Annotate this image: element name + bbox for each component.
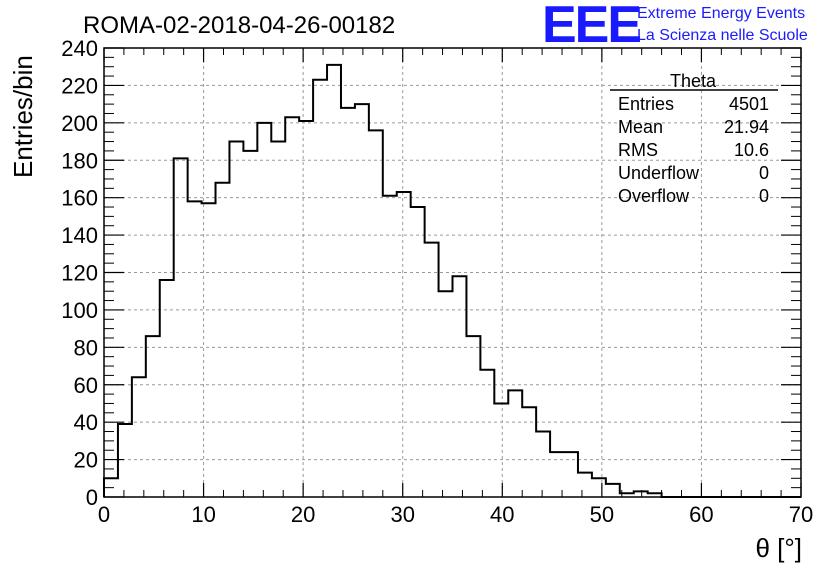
stats-value: 21.94 [724, 117, 769, 137]
x-tick-label: 10 [191, 502, 215, 527]
y-tick-label: 120 [61, 261, 98, 286]
y-tick-label: 80 [74, 335, 98, 360]
y-axis-title: Entries/bin [8, 55, 38, 178]
eee-logo: EEE [542, 0, 640, 54]
stats-value: 4501 [729, 94, 769, 114]
y-tick-label: 180 [61, 148, 98, 173]
x-tick-label: 70 [789, 502, 813, 527]
logo-line-2: La Scienza nelle Scuole [637, 27, 808, 44]
stats-value: 0 [759, 163, 769, 183]
stats-label: Underflow [618, 163, 700, 183]
y-tick-label: 140 [61, 223, 98, 248]
stats-value: 0 [759, 186, 769, 206]
y-tick-label: 240 [61, 36, 98, 61]
stats-box-title: Theta [670, 71, 717, 91]
logo-line-1: Extreme Energy Events [637, 5, 805, 22]
plot-frame [103, 47, 802, 498]
stats-box: Theta Entries 4501 Mean 21.94 RMS 10.6 Underfl… [610, 71, 778, 206]
y-tick-label: 200 [61, 111, 98, 136]
axis-ticks [103, 47, 802, 498]
y-tick-label: 100 [61, 298, 98, 323]
stats-label: RMS [618, 140, 658, 160]
tick-labels: 0 10 20 30 40 50 60 70 0 20 40 60 80 100 120 140 160 180 2… [61, 36, 813, 527]
y-tick-label: 160 [61, 186, 98, 211]
stats-label: Mean [618, 117, 663, 137]
y-tick-label: 0 [86, 485, 98, 510]
stats-label: Overflow [618, 186, 690, 206]
stats-label: Entries [618, 94, 674, 114]
x-tick-label: 0 [98, 502, 110, 527]
stats-value: 10.6 [734, 140, 769, 160]
x-axis-title: θ [°] [755, 533, 802, 563]
run-title: ROMA-02-2018-04-26-00182 [83, 12, 395, 39]
y-tick-label: 40 [74, 410, 98, 435]
x-tick-label: 40 [490, 502, 514, 527]
grid-lines [104, 48, 801, 497]
x-tick-label: 50 [590, 502, 614, 527]
x-tick-label: 30 [390, 502, 414, 527]
histogram-outline [103, 63, 801, 498]
y-tick-label: 20 [74, 448, 98, 473]
x-tick-label: 60 [689, 502, 713, 527]
x-tick-label: 20 [291, 502, 315, 527]
y-tick-label: 60 [74, 373, 98, 398]
y-tick-label: 220 [61, 73, 98, 98]
